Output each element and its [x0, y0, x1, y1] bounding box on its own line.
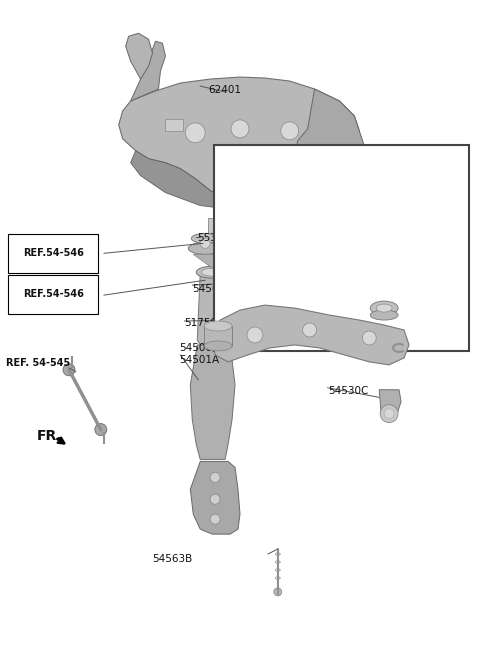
Ellipse shape: [376, 304, 392, 312]
Ellipse shape: [188, 242, 222, 254]
Text: 54501A: 54501A: [180, 355, 219, 365]
Circle shape: [352, 193, 362, 202]
Ellipse shape: [201, 268, 223, 276]
Bar: [166, 119, 183, 131]
Ellipse shape: [225, 290, 233, 296]
PathPatch shape: [193, 254, 217, 270]
PathPatch shape: [295, 89, 364, 189]
Ellipse shape: [370, 310, 398, 320]
Ellipse shape: [204, 341, 232, 351]
PathPatch shape: [197, 273, 228, 345]
Text: 62618B: 62618B: [365, 193, 405, 202]
Text: 54530C: 54530C: [328, 386, 368, 396]
Circle shape: [63, 364, 75, 376]
Text: REF.54-546: REF.54-546: [23, 290, 84, 300]
Text: REF. 54-545: REF. 54-545: [6, 358, 71, 368]
PathPatch shape: [285, 175, 337, 233]
Circle shape: [210, 472, 220, 482]
Ellipse shape: [196, 266, 228, 278]
Text: 54584A: 54584A: [360, 304, 399, 314]
Circle shape: [349, 274, 360, 284]
Circle shape: [200, 238, 210, 248]
Text: 51759: 51759: [184, 318, 217, 328]
Circle shape: [231, 120, 249, 138]
PathPatch shape: [131, 131, 360, 210]
Text: 62492: 62492: [360, 257, 393, 267]
Circle shape: [185, 123, 205, 143]
PathPatch shape: [212, 305, 409, 365]
Circle shape: [247, 327, 263, 343]
Circle shape: [355, 196, 360, 200]
Circle shape: [210, 514, 220, 524]
Text: 54500: 54500: [180, 343, 212, 353]
Text: 54564B: 54564B: [192, 284, 232, 294]
Ellipse shape: [204, 321, 232, 331]
Ellipse shape: [192, 233, 219, 243]
Circle shape: [210, 494, 220, 505]
Text: FR.: FR.: [37, 430, 63, 443]
PathPatch shape: [190, 461, 240, 534]
Circle shape: [302, 323, 316, 337]
Ellipse shape: [240, 317, 250, 323]
Text: 62401: 62401: [208, 85, 241, 95]
Bar: [208, 219, 216, 273]
Circle shape: [281, 122, 299, 140]
Bar: [214, 145, 469, 351]
Circle shape: [362, 331, 376, 345]
Circle shape: [384, 409, 394, 419]
PathPatch shape: [126, 34, 153, 79]
Circle shape: [274, 588, 282, 596]
PathPatch shape: [379, 390, 401, 418]
Text: 54563B: 54563B: [152, 554, 192, 564]
Text: 54551D: 54551D: [232, 330, 273, 340]
Bar: [204, 326, 232, 346]
PathPatch shape: [190, 345, 235, 459]
Text: 54519: 54519: [377, 343, 410, 353]
Text: REF.54-546: REF.54-546: [23, 248, 84, 258]
Text: 55380A: 55380A: [197, 233, 237, 243]
PathPatch shape: [119, 77, 360, 200]
Ellipse shape: [243, 319, 247, 321]
Circle shape: [380, 405, 398, 422]
Circle shape: [95, 424, 107, 436]
PathPatch shape: [131, 41, 166, 101]
Text: 55448: 55448: [360, 268, 393, 278]
Ellipse shape: [370, 301, 398, 315]
